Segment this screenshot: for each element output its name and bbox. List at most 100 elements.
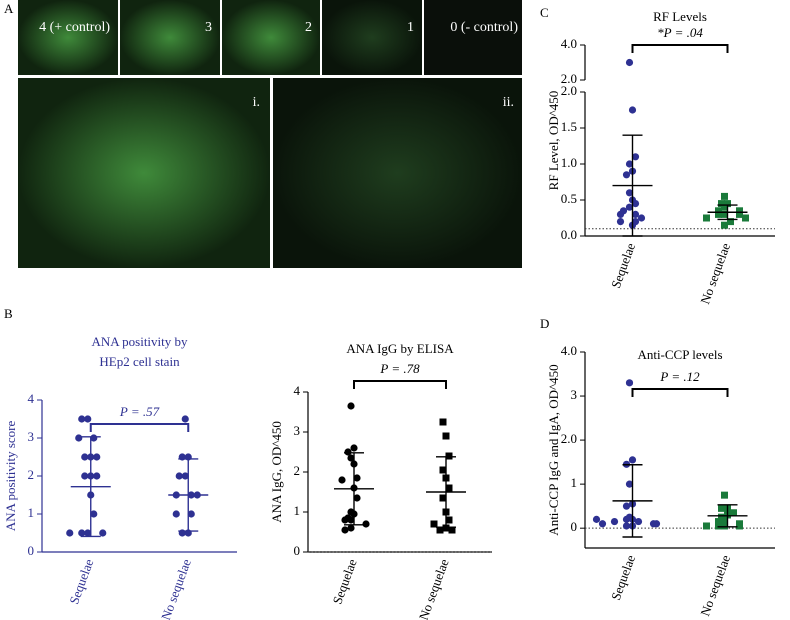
data-point xyxy=(436,526,444,534)
data-point xyxy=(616,210,625,218)
annotation: P = .12 xyxy=(659,369,700,384)
data-point xyxy=(637,214,646,222)
data-point xyxy=(93,472,101,480)
data-point xyxy=(78,529,86,537)
x-tick-label: Sequelae xyxy=(66,557,96,606)
significance-bracket xyxy=(89,423,190,432)
y-tick-label: 1.5 xyxy=(561,119,577,134)
data-point xyxy=(625,379,634,387)
data-point xyxy=(721,210,728,218)
significance-bracket xyxy=(353,380,447,389)
y-tick-label: 2.0 xyxy=(561,83,577,98)
annotation: *P = .04 xyxy=(657,25,703,40)
data-point xyxy=(181,472,189,480)
data-point xyxy=(634,517,643,526)
data-point xyxy=(341,516,349,524)
data-point xyxy=(353,494,361,502)
data-point xyxy=(81,453,89,461)
data-point xyxy=(718,200,725,208)
micrograph xyxy=(222,0,320,75)
data-point xyxy=(652,520,661,528)
y-tick-label: 0.0 xyxy=(561,227,577,242)
micrograph xyxy=(424,0,522,75)
panel-label: C xyxy=(540,5,549,20)
data-point xyxy=(187,510,195,518)
micrograph xyxy=(18,78,270,268)
data-point xyxy=(721,522,728,530)
data-point xyxy=(721,192,728,200)
data-point xyxy=(721,203,728,211)
y-tick-label: 4 xyxy=(294,383,301,398)
data-point xyxy=(66,529,74,537)
y-tick-label: 1.0 xyxy=(561,155,577,170)
data-point xyxy=(622,171,631,179)
data-point xyxy=(625,203,634,211)
data-point xyxy=(84,415,92,423)
data-point xyxy=(430,520,438,528)
data-point xyxy=(715,207,722,215)
y-tick-label: 4 xyxy=(28,391,35,406)
panel-label: D xyxy=(540,316,549,331)
data-point xyxy=(718,504,725,512)
data-point xyxy=(350,444,358,452)
y-tick-label: 4.0 xyxy=(561,36,577,51)
data-point xyxy=(99,529,107,537)
x-tick-label: No sequelae xyxy=(158,557,194,620)
data-point xyxy=(344,448,352,456)
data-point xyxy=(338,476,346,484)
y-tick-label: 2 xyxy=(294,463,301,478)
panel-label: A xyxy=(4,1,14,16)
data-point xyxy=(439,494,447,502)
data-point xyxy=(362,520,370,528)
significance-bracket xyxy=(631,44,729,53)
y-tick-label: 1 xyxy=(294,503,301,518)
y-axis-label: Anti-CCP IgG and IgA, OD^450 xyxy=(546,364,561,535)
data-point xyxy=(703,214,710,222)
data-point xyxy=(727,218,734,226)
x-tick-label: Sequelae xyxy=(608,241,638,290)
y-tick-label: 0 xyxy=(294,543,301,558)
data-point xyxy=(631,200,640,208)
data-point xyxy=(172,510,180,518)
data-point xyxy=(448,526,456,534)
data-point xyxy=(628,106,637,114)
y-tick-label: 3 xyxy=(571,387,578,402)
data-point xyxy=(347,524,355,532)
data-point xyxy=(631,153,640,161)
y-tick-label: 2 xyxy=(28,467,35,482)
x-tick-label: No sequelae xyxy=(697,241,733,306)
data-point xyxy=(625,58,634,67)
x-tick-label: Sequelae xyxy=(329,557,359,606)
data-point xyxy=(628,456,637,464)
annotation: P = .57 xyxy=(119,404,160,419)
data-point xyxy=(445,452,453,460)
data-point xyxy=(715,522,722,530)
data-point xyxy=(75,434,83,442)
x-tick-label: Sequelae xyxy=(608,553,638,602)
y-axis-label: ANA IgG, OD^450 xyxy=(269,421,284,523)
data-point xyxy=(730,509,737,517)
data-point xyxy=(439,466,447,474)
data-point xyxy=(736,207,743,215)
image-label: ii. xyxy=(503,95,514,110)
data-point xyxy=(724,200,731,208)
micrograph xyxy=(18,0,118,75)
data-point xyxy=(93,453,101,461)
chart-title: ANA IgG by ELISA xyxy=(346,341,454,356)
y-tick-label: 2.0 xyxy=(561,431,577,446)
y-tick-label: 4.0 xyxy=(561,343,577,358)
data-point xyxy=(721,491,728,499)
data-point xyxy=(592,515,601,523)
data-point xyxy=(353,474,361,482)
data-point xyxy=(445,484,453,492)
data-point xyxy=(616,218,625,226)
image-label: 2 xyxy=(305,20,312,35)
data-point xyxy=(622,502,631,510)
y-axis-label: RF Level, OD^450 xyxy=(546,91,561,191)
data-point xyxy=(347,516,355,524)
x-tick-label: No sequelae xyxy=(416,557,452,620)
y-tick-label: 3 xyxy=(294,423,301,438)
image-label: 4 (+ control) xyxy=(39,20,110,35)
micrograph xyxy=(273,78,522,268)
